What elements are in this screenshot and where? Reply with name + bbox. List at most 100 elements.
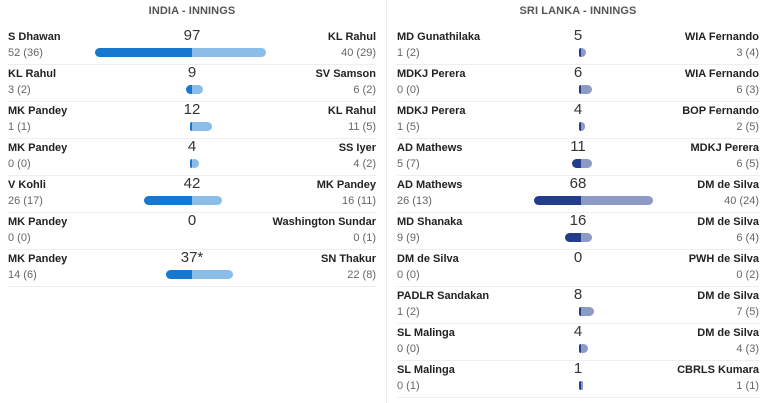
right-batsman-score: 6 (2) [353, 84, 376, 96]
partnership-bar [579, 344, 589, 353]
left-contribution-bar [579, 122, 581, 131]
partnership-total: 0 [187, 212, 197, 229]
left-batsman-score: 52 (36) [8, 47, 43, 59]
right-contribution-bar [192, 159, 200, 168]
partnership-row: SL Malinga 0 (0) 4 DM de Silva 4 (3) [397, 323, 759, 361]
partnership-row: MD Gunathilaka 1 (2) 5 WIA Fernando 3 (4… [397, 27, 759, 65]
partnership-bar [564, 233, 592, 242]
left-batsman-name: MD Gunathilaka [397, 31, 481, 43]
left-batsman-score: 0 (0) [397, 84, 420, 96]
right-batsman-score: 0 (2) [736, 269, 759, 281]
right-batsman-name: WIA Fernando [684, 68, 759, 80]
right-batsman-score: 16 (11) [341, 195, 376, 207]
partnership-total: 4 [187, 138, 197, 155]
partnership-row: KL Rahul 3 (2) 9 SV Samson 6 (2) [8, 64, 376, 102]
india-innings-panel: INDIA - INNINGS S Dhawan 52 (36) 97 KL R… [8, 5, 376, 287]
left-batsman-score: 1 (5) [397, 121, 420, 133]
left-batsman-score: 1 (2) [397, 47, 420, 59]
left-contribution-bar [579, 85, 581, 94]
partnership-bar [165, 270, 233, 279]
left-contribution-bar [579, 48, 581, 57]
right-batsman-score: 1 (1) [736, 380, 759, 392]
left-batsman-name: PADLR Sandakan [397, 290, 490, 302]
right-batsman-name: SV Samson [315, 68, 376, 80]
left-batsman-score: 1 (2) [397, 306, 420, 318]
partnership-bar [534, 196, 653, 205]
left-batsman-score: 3 (2) [8, 84, 31, 96]
right-batsman-score: 3 (4) [736, 47, 759, 59]
left-batsman-name: SL Malinga [397, 364, 455, 376]
partnership-bar [579, 48, 587, 57]
partnership-row: MK Pandey 14 (6) 37* SN Thakur 22 (8) [8, 249, 376, 287]
right-contribution-bar [581, 159, 592, 168]
partnership-row: MK Pandey 0 (0) 4 SS Iyer 4 (2) [8, 138, 376, 176]
right-batsman-name: SS Iyer [338, 142, 376, 154]
right-batsman-score: 2 (5) [736, 121, 759, 133]
partnership-total: 8 [573, 286, 583, 303]
partnership-total: 4 [573, 101, 583, 118]
partnership-bar [186, 85, 204, 94]
partnership-bar [579, 122, 585, 131]
left-batsman-name: S Dhawan [8, 31, 61, 43]
right-contribution-bar [581, 307, 594, 316]
left-batsman-name: MDKJ Perera [397, 68, 466, 80]
left-contribution-bar [579, 381, 581, 390]
partnership-total: 16 [569, 212, 587, 229]
partnership-row: DM de Silva 0 (0) 0 PWH de Silva 0 (2) [397, 249, 759, 287]
right-contribution-bar [191, 48, 267, 57]
right-contribution-bar [191, 196, 222, 205]
right-batsman-score: 6 (4) [736, 232, 759, 244]
right-contribution-bar [581, 85, 592, 94]
partnership-row: MD Shanaka 9 (9) 16 DM de Silva 6 (4) [397, 212, 759, 250]
partnership-total: 97 [183, 27, 201, 44]
left-batsman-score: 26 (13) [397, 195, 432, 207]
srilanka-innings-title: SRI LANKA - INNINGS [519, 5, 637, 17]
left-contribution-bar [564, 233, 581, 242]
left-batsman-score: 0 (1) [397, 380, 420, 392]
left-contribution-bar [190, 159, 192, 168]
partnership-row: MDKJ Perera 0 (0) 6 WIA Fernando 6 (3) [397, 64, 759, 102]
left-batsman-name: MK Pandey [8, 105, 68, 117]
right-batsman-score: 6 (3) [736, 84, 759, 96]
left-contribution-bar [143, 196, 192, 205]
partnership-row: V Kohli 26 (17) 42 MK Pandey 16 (11) [8, 175, 376, 213]
left-contribution-bar [190, 122, 192, 131]
partnership-total: 68 [569, 175, 587, 192]
right-batsman-name: BOP Fernando [682, 105, 759, 117]
india-partnership-list: S Dhawan 52 (36) 97 KL Rahul 40 (29) KL … [8, 27, 376, 287]
left-batsman-score: 14 (6) [8, 269, 37, 281]
partnership-total: 9 [187, 64, 197, 81]
left-batsman-score: 0 (0) [397, 269, 420, 281]
left-contribution-bar [95, 48, 192, 57]
right-contribution-bar [191, 85, 204, 94]
partnership-row: MK Pandey 1 (1) 12 KL Rahul 11 (5) [8, 101, 376, 139]
left-batsman-name: MK Pandey [8, 142, 68, 154]
right-batsman-name: CBRLS Kumara [677, 364, 759, 376]
partnership-bar [579, 381, 583, 390]
partnership-row: MK Pandey 0 (0) 0 Washington Sundar 0 (1… [8, 212, 376, 250]
right-batsman-score: 6 (5) [736, 158, 759, 170]
right-contribution-bar [581, 344, 589, 353]
partnership-row: S Dhawan 52 (36) 97 KL Rahul 40 (29) [8, 27, 376, 65]
right-contribution-bar [192, 122, 213, 131]
left-batsman-score: 0 (0) [8, 232, 31, 244]
right-batsman-score: 11 (5) [348, 121, 376, 133]
right-batsman-name: WIA Fernando [684, 31, 759, 43]
right-batsman-name: KL Rahul [327, 31, 376, 43]
partnership-total: 0 [573, 249, 583, 266]
left-contribution-bar [165, 270, 192, 279]
left-batsman-score: 26 (17) [8, 195, 43, 207]
partnership-row: AD Mathews 5 (7) 11 MDKJ Perera 6 (5) [397, 138, 759, 176]
right-batsman-name: MK Pandey [316, 179, 376, 191]
left-batsman-name: AD Mathews [397, 179, 463, 191]
partnership-row: PADLR Sandakan 1 (2) 8 DM de Silva 7 (5) [397, 286, 759, 324]
right-batsman-score: 40 (29) [341, 47, 376, 59]
partnership-row: SL Malinga 0 (1) 1 CBRLS Kumara 1 (1) [397, 360, 759, 398]
right-batsman-name: MDKJ Perera [690, 142, 759, 154]
left-batsman-name: MK Pandey [8, 216, 68, 228]
left-batsman-name: MD Shanaka [397, 216, 463, 228]
left-batsman-name: V Kohli [8, 179, 46, 191]
left-batsman-name: KL Rahul [8, 68, 57, 80]
right-batsman-score: 4 (2) [353, 158, 376, 170]
partnership-bar [190, 122, 213, 131]
